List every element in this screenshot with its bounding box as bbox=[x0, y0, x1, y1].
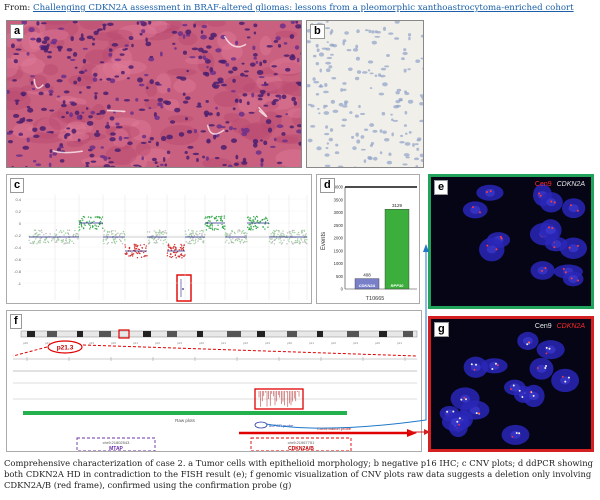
panel-c-letter: c bbox=[10, 178, 25, 193]
source-line: From: Challenging CDKN2A assessment in B… bbox=[4, 2, 596, 14]
svg-text:-1: -1 bbox=[17, 281, 21, 286]
panel-a-histology: a bbox=[6, 20, 302, 168]
confirmation-probe-label: Confirmation probe bbox=[317, 426, 352, 431]
svg-text:p23: p23 bbox=[177, 341, 182, 345]
ddpcr-sample-label: T10665 bbox=[366, 296, 385, 302]
svg-text:-0.6: -0.6 bbox=[14, 257, 22, 262]
ideogram-highlight bbox=[118, 329, 130, 339]
panel-d-letter: d bbox=[320, 178, 335, 193]
panel-g-fish: g Cen9 CDKN2A bbox=[428, 316, 594, 452]
mtap-gene-id: chr9:21802543 bbox=[103, 440, 130, 445]
raw-plots-bar bbox=[23, 411, 347, 415]
svg-text:p21: p21 bbox=[133, 341, 138, 345]
panel-e-probe-legend: Cen9 CDKN2A bbox=[535, 181, 585, 188]
ddpcr-ytick: 2000 bbox=[334, 236, 344, 241]
ddpcr-chart: Events T10665 0 500 1000 1500 2000 2500 3000 35… bbox=[321, 185, 417, 302]
svg-text:p23: p23 bbox=[89, 341, 94, 345]
ddpcr-probe-label: ddPCR probe bbox=[269, 423, 294, 428]
panel-d-ddpcr: d Events T10665 0 500 1000 1500 2000 2500 3000… bbox=[316, 174, 420, 304]
ddpcr-ytick: 0 bbox=[341, 287, 344, 292]
composite-figure: a b c 0.4 0.2 0 -0.2 -0.4 -0.6 -0.8 -1 d Events… bbox=[6, 20, 594, 454]
panel-e-fish: e Cen9 CDKN2A bbox=[428, 174, 594, 309]
svg-text:p20: p20 bbox=[199, 341, 204, 345]
ddpcr-ytick: 1500 bbox=[334, 248, 344, 253]
svg-text:p22: p22 bbox=[155, 341, 160, 345]
ddpcr-ytick: 500 bbox=[336, 274, 344, 279]
panel-e-probe2: CDKN2A bbox=[556, 181, 585, 188]
svg-text:p21: p21 bbox=[309, 341, 314, 345]
ddpcr-bar-label: RPP30 bbox=[391, 283, 404, 288]
svg-text:p23: p23 bbox=[353, 341, 358, 345]
cdkn2a-gene-id: chr9:21967751 bbox=[288, 440, 315, 445]
svg-text:0.2: 0.2 bbox=[15, 209, 21, 214]
svg-text:p22: p22 bbox=[243, 341, 248, 345]
article-link[interactable]: Challenging CDKN2A assessment in BRAF-al… bbox=[33, 3, 574, 13]
panel-c-cnv-plot: c 0.4 0.2 0 -0.2 -0.4 -0.6 -0.8 -1 bbox=[6, 174, 312, 304]
fish-image-e bbox=[462, 183, 587, 287]
from-label: From: bbox=[4, 3, 31, 13]
panel-g-probe2: CDKN2A bbox=[556, 323, 585, 330]
he-stain-image bbox=[7, 21, 301, 167]
panel-g-letter: g bbox=[434, 322, 449, 337]
fish-image-g bbox=[439, 331, 580, 445]
ddpcr-ytick: 4000 bbox=[334, 185, 344, 190]
svg-text:p20: p20 bbox=[23, 341, 28, 345]
panel-e-letter: e bbox=[434, 180, 449, 195]
svg-text:p20: p20 bbox=[375, 341, 380, 345]
panel-f-genome-browser: f p20p21p22p23p20p21p22p23p20p21p22p23p2… bbox=[6, 310, 422, 452]
panel-b-ihc: b bbox=[306, 20, 424, 168]
ddpcr-ylabel: Events bbox=[321, 232, 327, 250]
panel-b-letter: b bbox=[310, 24, 325, 39]
band-p21-ellipse bbox=[47, 340, 83, 354]
cnv-plot: 0.4 0.2 0 -0.2 -0.4 -0.6 -0.8 -1 bbox=[14, 195, 308, 302]
ihc-stain-image bbox=[307, 21, 423, 167]
svg-text:-0.4: -0.4 bbox=[14, 245, 22, 250]
cdkn2a-gene-label: CDKN2A/B bbox=[288, 446, 314, 452]
mtap-gene-box bbox=[76, 437, 156, 451]
genome-track-view: p20 p21 p22 p23 p20 p21 p22 p23 p20 p21 p22 p23 p20 p… bbox=[12, 329, 418, 452]
svg-text:p20: p20 bbox=[287, 341, 292, 345]
figure-caption: Comprehensive characterization of case 2… bbox=[4, 458, 593, 490]
svg-text:p23: p23 bbox=[265, 341, 270, 345]
band-p21-label: p21.3 bbox=[57, 345, 74, 352]
svg-text:0.4: 0.4 bbox=[15, 197, 21, 202]
panel-f-letter: f bbox=[10, 314, 22, 329]
svg-text:p22: p22 bbox=[331, 341, 336, 345]
ddpcr-bar-value: 3129 bbox=[392, 203, 403, 208]
ddpcr-ytick: 1000 bbox=[334, 261, 344, 266]
ddpcr-ytick: 2500 bbox=[334, 223, 344, 228]
ddpcr-ytick: 3500 bbox=[334, 197, 344, 202]
svg-text:p21: p21 bbox=[397, 341, 402, 345]
ddpcr-bar-label: CDKN2A bbox=[359, 283, 376, 288]
ddpcr-probe-marker bbox=[254, 421, 268, 429]
mtap-gene-label: MTAP bbox=[109, 446, 123, 452]
panel-a-letter: a bbox=[10, 24, 25, 39]
panel-g-probe-legend: Cen9 CDKN2A bbox=[535, 323, 585, 330]
panel-g-probe1: Cen9 bbox=[534, 323, 552, 330]
ddpcr-bar bbox=[384, 209, 410, 290]
cnv-highlight-frame bbox=[176, 274, 192, 302]
panel-e-probe1: Cen9 bbox=[534, 181, 552, 188]
svg-text:-0.8: -0.8 bbox=[14, 269, 22, 274]
svg-text:p21: p21 bbox=[221, 341, 226, 345]
raw-plots-label: Raw plots bbox=[175, 418, 196, 423]
svg-text:p20: p20 bbox=[111, 341, 116, 345]
ddpcr-bar-value: 408 bbox=[363, 273, 371, 278]
svg-text:0: 0 bbox=[19, 221, 22, 226]
cdkn2a-gene-box bbox=[250, 437, 352, 451]
ddpcr-ytick: 3000 bbox=[334, 210, 344, 215]
svg-text:p21: p21 bbox=[45, 341, 50, 345]
svg-text:-0.2: -0.2 bbox=[14, 233, 22, 238]
